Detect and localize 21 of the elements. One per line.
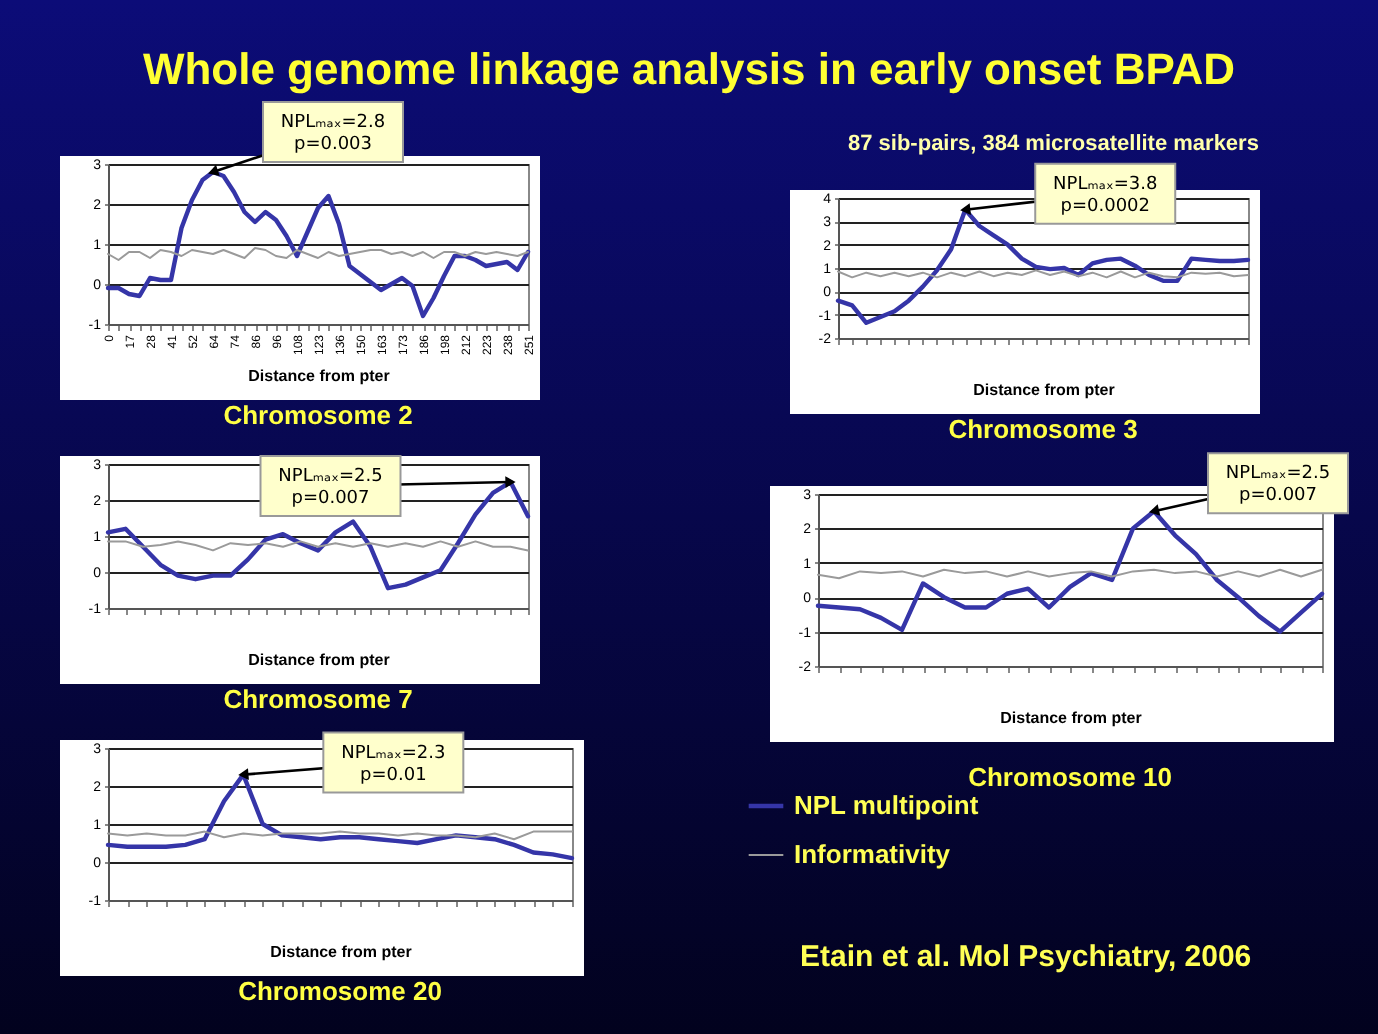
x-axis-title: Distance from pter [248,367,390,385]
x-axis-title: Distance from pter [248,651,390,669]
annotation: NPLₘₐₓ=3.8 p=0.0002 [1053,174,1158,217]
text: Whole genome linkage analysis in early onset BPAD [140,44,1238,96]
legend-label: NPL multipoint [794,790,980,820]
x-axis-title: Distance from pter [973,381,1115,399]
line-series [107,247,529,261]
text: 87 sib-pairs, 384 microsatellite markers [848,132,1259,156]
text: Chromosome 10 [968,762,1172,792]
annotation: NPLₘₐₓ=2.5 p=0.007 [278,467,383,509]
x-axis-title: Distance from pter [1000,709,1142,727]
annotation: NPLₘₐₓ=2.3 p=0.01 [341,743,446,786]
text: Chromosome 3 [948,414,1138,444]
annotation: NPLₘₐₓ=2.5 p=0.007 [1225,464,1331,507]
text: Etain et al. Mol Psychiatry, 2006 [800,940,1252,974]
text: Chromosome 2 [223,400,413,430]
text: Chromosome 7 [223,684,413,714]
text: Chromosome 20 [238,976,442,1006]
annotation: NPLₘₐₓ=2.8 p=0.003 [280,113,386,155]
legend-label: Informativity [794,839,952,869]
x-axis-title: Distance from pter [270,943,412,961]
